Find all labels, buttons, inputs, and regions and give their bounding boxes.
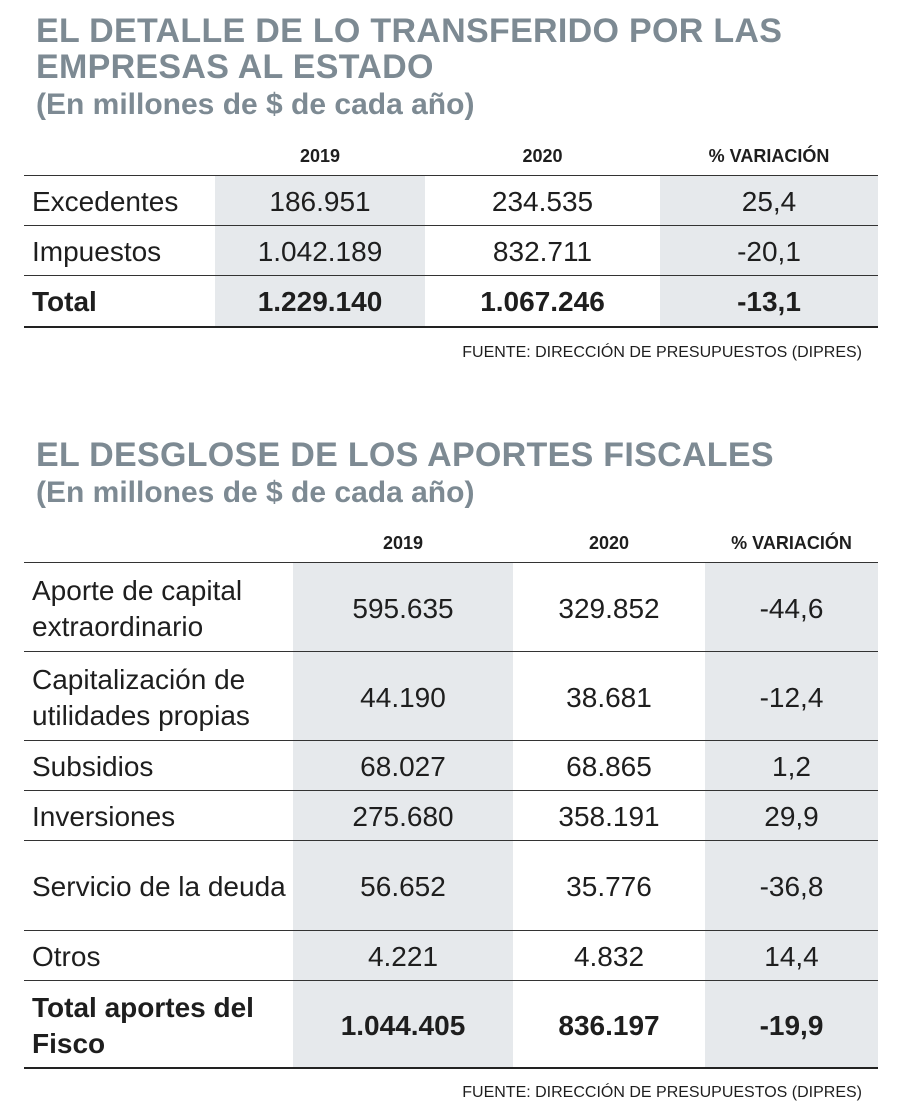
table2-row-rule	[24, 930, 878, 931]
table2-row-rule	[24, 740, 878, 741]
row-label: Aporte de capital extraordinario	[32, 575, 243, 642]
table1-shade-variacion	[660, 176, 878, 326]
value-2020: 68.865	[566, 751, 652, 782]
table2-source: FUENTE: DIRECCIÓN DE PRESUPUESTOS (DIPRE…	[462, 1084, 862, 1101]
value-2019: 44.190	[360, 682, 446, 713]
table2-row-rule	[24, 651, 878, 652]
value-2019: 56.652	[360, 871, 446, 902]
row-label: Inversiones	[32, 801, 176, 832]
table2-header-2019: 2019	[382, 533, 424, 553]
table1-title-line1: EL DETALLE DE LO TRANSFERIDO POR LAS	[36, 12, 783, 50]
table2-row-rule	[24, 980, 878, 981]
table1-bottom-rule	[24, 326, 878, 328]
table2-row-rule	[24, 790, 878, 791]
table1-row-rule	[24, 275, 878, 276]
row-label: Otros	[32, 941, 101, 972]
value-2019: 1.044.405	[340, 1010, 466, 1041]
value-variacion: 25,4	[741, 186, 797, 217]
table2-header-rule	[24, 562, 878, 563]
table1-header-rule	[24, 175, 878, 176]
table1-header-variacion: % VARIACIÓN	[708, 146, 830, 166]
value-variacion: -13,1	[737, 286, 801, 317]
table2-shade-2019	[293, 563, 513, 1068]
value-2019: 4.221	[367, 941, 439, 972]
value-variacion: -12,4	[759, 682, 824, 713]
value-2020: 38.681	[566, 682, 652, 713]
table1-row-rule	[24, 225, 878, 226]
table2-bottom-rule	[24, 1067, 878, 1069]
row-label: Total aportes del Fisco	[32, 992, 254, 1059]
row-label: Excedentes	[32, 186, 179, 217]
table1-header-2019: 2019	[299, 146, 341, 166]
value-2019: 68.027	[360, 751, 446, 782]
value-2020: 4.832	[573, 941, 645, 972]
table2-subtitle: (En millones de $ de cada año)	[36, 476, 475, 509]
value-variacion: 1,2	[772, 751, 811, 782]
value-variacion: 14,4	[764, 941, 819, 972]
value-variacion: -36,8	[759, 871, 824, 902]
value-2020: 832.711	[492, 236, 593, 267]
value-variacion: -44,6	[759, 593, 824, 624]
table1-source: FUENTE: DIRECCIÓN DE PRESUPUESTOS (DIPRE…	[462, 344, 862, 361]
value-2019: 1.229.140	[257, 286, 383, 317]
value-2020: 234.535	[491, 186, 594, 217]
table1-subtitle: (En millones de $ de cada año)	[36, 88, 475, 121]
value-2019: 275.680	[352, 801, 454, 832]
value-2019: 1.042.189	[257, 236, 383, 267]
value-2019: 595.635	[352, 593, 454, 624]
value-2020: 358.191	[558, 801, 660, 832]
value-2020: 1.067.246	[480, 286, 605, 317]
table2-header-2020: 2020	[588, 533, 630, 553]
table1-header-2020: 2020	[522, 146, 563, 166]
table2-title: EL DESGLOSE DE LOS APORTES FISCALES	[36, 436, 774, 474]
table1-title-line2: EMPRESAS AL ESTADO	[36, 48, 434, 86]
table2-header-variacion: % VARIACIÓN	[731, 533, 852, 553]
row-label: Subsidios	[32, 751, 154, 782]
table2-row-rule	[24, 840, 878, 841]
table2-shade-variacion	[705, 563, 878, 1068]
value-2020: 35.776	[566, 871, 652, 902]
value-variacion: 29,9	[764, 801, 819, 832]
value-2020: 836.197	[558, 1010, 660, 1041]
row-label: Servicio de la deuda	[32, 871, 286, 902]
row-label: Capitalización de utilidades propias	[32, 664, 250, 731]
value-2019: 186.951	[269, 186, 371, 217]
row-label: Impuestos	[32, 236, 162, 267]
value-variacion: -20,1	[737, 236, 801, 267]
value-2020: 329.852	[558, 593, 660, 624]
value-variacion: -19,9	[759, 1010, 824, 1041]
table1-shade-2019	[215, 176, 425, 326]
row-label: Total	[32, 286, 97, 317]
